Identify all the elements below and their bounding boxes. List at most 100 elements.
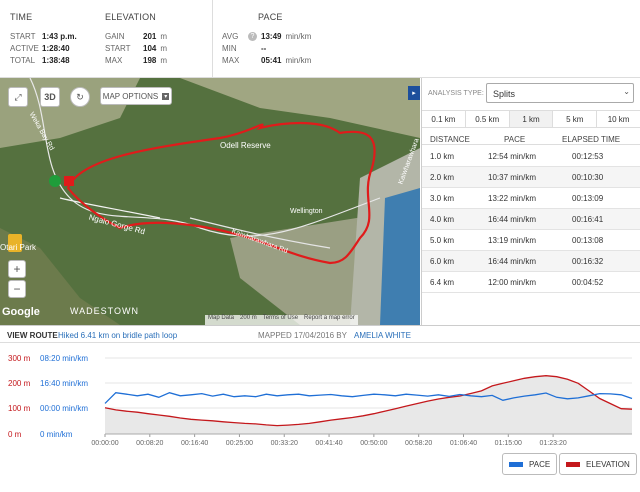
tab-0-1km[interactable]: 0.1 km xyxy=(422,111,466,127)
pace-tick-label: 16:40 min/km xyxy=(40,379,88,388)
split-tabs: 0.1 km 0.5 km 1 km 5 km 10 km xyxy=(422,110,640,128)
time-total-row: TOTAL 1:38:48 xyxy=(10,56,70,65)
route-map[interactable]: ⤢ 3D ↻ MAP OPTIONS ▾ + − Google WADESTOWN… xyxy=(0,78,420,325)
split-row: 6.0 km 16:44 min/km 00:16:32 xyxy=(422,251,640,272)
stats-header: TIME START 1:43 p.m. ACTIVE 1:28:40 TOTAL 1… xyxy=(0,0,640,78)
elevation-tick-label: 0 m xyxy=(8,430,22,439)
mapped-text: MAPPED 17/04/2016 BY xyxy=(258,331,347,340)
map-attribution: Map Data 200 m Terms of Use Report a map… xyxy=(205,315,358,325)
fullscreen-icon[interactable]: ⤢ xyxy=(8,87,28,107)
split-cell: 2.0 km xyxy=(430,173,455,182)
time-start-row: START 1:43 p.m. xyxy=(10,32,77,41)
x-tick-label: 00:16:40 xyxy=(181,440,208,447)
split-cell: 12:54 min/km xyxy=(488,152,537,161)
split-cell: 13:22 min/km xyxy=(488,194,537,203)
terms-link[interactable]: Terms of Use xyxy=(262,315,299,321)
splits-header: DISTANCE PACE ELAPSED TIME xyxy=(422,131,640,145)
split-row: 3.0 km 13:22 min/km 00:13:09 xyxy=(422,188,640,209)
elevation-line xyxy=(104,375,633,427)
elev-gain-row: GAIN 201 m xyxy=(105,32,168,41)
tab-0-5km[interactable]: 0.5 km xyxy=(466,111,510,127)
x-tick-label: 00:25:00 xyxy=(226,440,253,447)
analysis-type-select[interactable]: Splits ⌄ xyxy=(486,83,634,103)
split-cell: 00:04:52 xyxy=(572,278,604,287)
elevation-tick-label: 300 m xyxy=(8,354,31,363)
time-title: TIME xyxy=(10,12,33,22)
route-info-bar: VIEW ROUTE Hiked 6.41 km on bridle path … xyxy=(0,325,640,343)
x-tick-label: 00:33:20 xyxy=(271,440,298,447)
elevation-tick-label: 100 m xyxy=(8,404,31,413)
split-cell: 00:10:30 xyxy=(572,173,604,182)
pace-title: PACE xyxy=(258,12,283,22)
tab-5km[interactable]: 5 km xyxy=(553,111,598,127)
x-tick-label: 00:00:00 xyxy=(91,440,118,447)
split-cell: 6.4 km xyxy=(430,278,455,287)
google-logo: Google xyxy=(2,306,40,318)
x-tick-label: 00:41:40 xyxy=(315,440,342,447)
split-cell: 16:44 min/km xyxy=(488,215,537,224)
map-options-button[interactable]: MAP OPTIONS ▾ xyxy=(100,87,172,105)
otari-label: Otari Park xyxy=(0,243,37,252)
x-tick-label: 01:06:40 xyxy=(450,440,477,447)
time-active-row: ACTIVE 1:28:40 xyxy=(10,44,70,53)
zoom-out-button[interactable]: − xyxy=(8,280,26,298)
scale-label: 200 m xyxy=(240,315,257,321)
chevron-down-icon: ▾ xyxy=(162,92,170,100)
analysis-panel: ▸ ANALYSIS TYPE: Splits ⌄ 0.1 km 0.5 km … xyxy=(408,78,640,325)
elevation-area xyxy=(105,375,632,434)
author-link[interactable]: AMELIA WHITE xyxy=(354,331,411,340)
split-cell: 00:12:53 xyxy=(572,152,604,161)
x-tick-label: 00:50:00 xyxy=(360,440,387,447)
legend-elevation[interactable]: ELEVATION xyxy=(559,453,637,475)
pace-tick-label: 08:20 min/km xyxy=(40,354,88,363)
pegman-icon[interactable] xyxy=(8,234,22,252)
x-tick-label: 01:15:00 xyxy=(495,440,522,447)
map-canvas xyxy=(0,78,420,325)
split-cell: 16:44 min/km xyxy=(488,257,537,266)
split-row: 4.0 km 16:44 min/km 00:16:41 xyxy=(422,209,640,230)
split-row: 1.0 km 12:54 min/km 00:12:53 xyxy=(422,146,640,167)
split-cell: 3.0 km xyxy=(430,194,455,203)
wellington-label: Wellington xyxy=(290,208,323,215)
chevron-right-icon[interactable]: ▸ xyxy=(408,86,420,100)
tab-10km[interactable]: 10 km xyxy=(597,111,640,127)
pace-min-row: MIN -- xyxy=(222,44,267,53)
elevation-pace-chart: 300 m 08:20 min/km 200 m 16:40 min/km 100 m 0… xyxy=(0,345,640,490)
split-cell: 00:13:08 xyxy=(572,236,604,245)
help-icon[interactable]: ? xyxy=(248,32,257,41)
x-tick-label: 01:23:20 xyxy=(539,440,566,447)
split-cell: 4.0 km xyxy=(430,215,455,224)
split-cell: 13:19 min/km xyxy=(488,236,537,245)
wadestown-label: WADESTOWN xyxy=(70,306,139,316)
split-cell: 00:13:09 xyxy=(572,194,604,203)
legend-pace[interactable]: PACE xyxy=(502,453,558,475)
view-3d-button[interactable]: 3D xyxy=(40,87,60,107)
elev-max-row: MAX 198 m xyxy=(105,56,168,65)
split-cell: 5.0 km xyxy=(430,236,455,245)
rotate-icon[interactable]: ↻ xyxy=(70,87,90,107)
header-divider xyxy=(212,0,213,78)
zoom-in-button[interactable]: + xyxy=(8,260,26,278)
map-data-link[interactable]: Map Data xyxy=(208,315,235,321)
elev-start-row: START 104 m xyxy=(105,44,168,53)
split-cell: 10:37 min/km xyxy=(488,173,537,182)
chart-svg: 300 m 08:20 min/km 200 m 16:40 min/km 100 m 0… xyxy=(8,354,633,447)
split-cell: 12:00 min/km xyxy=(488,278,537,287)
pace-tick-label: 0 min/km xyxy=(40,430,73,439)
split-row: 5.0 km 13:19 min/km 00:13:08 xyxy=(422,230,640,251)
split-cell: 6.0 km xyxy=(430,257,455,266)
split-cell: 00:16:41 xyxy=(572,215,604,224)
split-row: 2.0 km 10:37 min/km 00:10:30 xyxy=(422,167,640,188)
elevation-tick-label: 200 m xyxy=(8,379,31,388)
pace-max-row: MAX 05:41 min/km xyxy=(222,56,312,65)
split-cell: 00:16:32 xyxy=(572,257,604,266)
elevation-title: ELEVATION xyxy=(105,12,156,22)
pace-swatch-icon xyxy=(509,461,523,467)
report-link[interactable]: Report a map error xyxy=(304,315,355,321)
tab-1km[interactable]: 1 km xyxy=(509,111,554,127)
analysis-type-label: ANALYSIS TYPE: xyxy=(428,90,484,97)
route-title-link[interactable]: Hiked 6.41 km on bridle path loop xyxy=(58,331,178,340)
chevron-down-icon: ⌄ xyxy=(623,87,630,96)
x-tick-label: 00:58:20 xyxy=(405,440,432,447)
pace-avg-row: AVG? 13:49 min/km xyxy=(222,32,312,41)
